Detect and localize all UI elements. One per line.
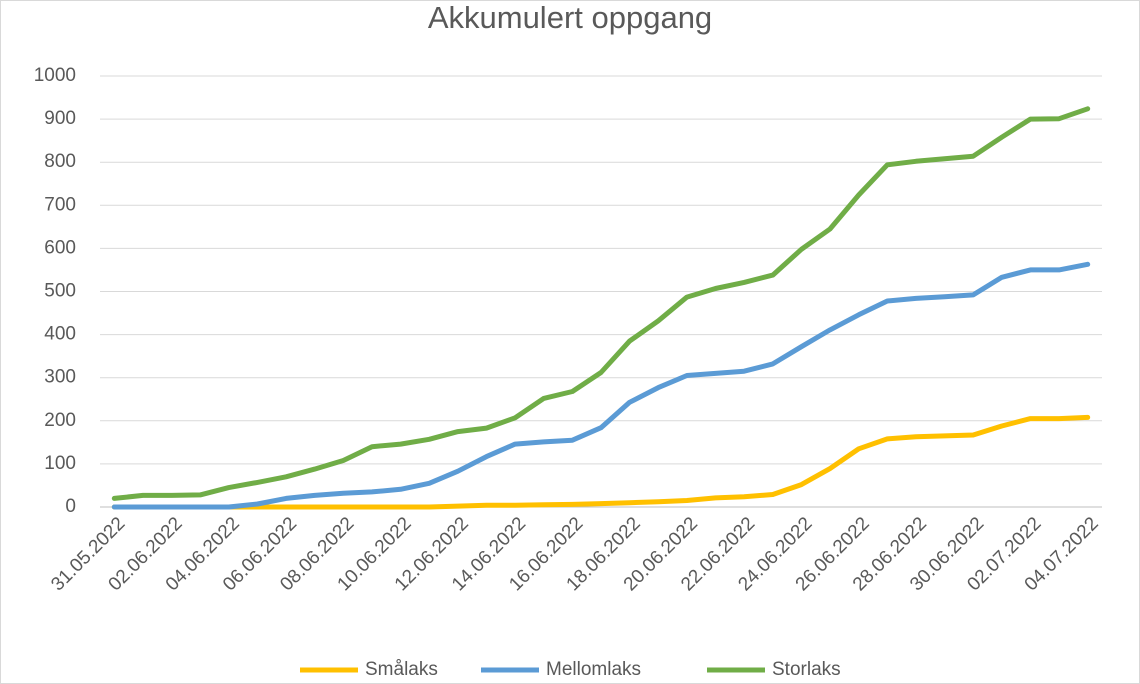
y-tick-label: 200 [44,410,76,431]
y-tick-label: 500 [44,281,76,302]
y-tick-label: 900 [44,108,76,129]
y-tick-label: 100 [44,453,76,474]
legend-label: Mellomlaks [546,659,641,680]
legend-label: Smålaks [365,659,438,680]
legend-label: Storlaks [772,659,841,680]
series-line [111,106,1091,501]
chart-title: Akkumulert oppgang [428,0,712,35]
y-tick-label: 300 [44,367,76,388]
y-tick-label: 800 [44,151,76,172]
y-tick-label: 700 [44,194,76,215]
y-tick-label: 0 [65,496,76,517]
y-tick-label: 1000 [34,65,76,86]
series-line [111,261,1091,510]
series-line [111,414,1091,510]
y-tick-label: 600 [44,237,76,258]
y-tick-label: 400 [44,324,76,345]
